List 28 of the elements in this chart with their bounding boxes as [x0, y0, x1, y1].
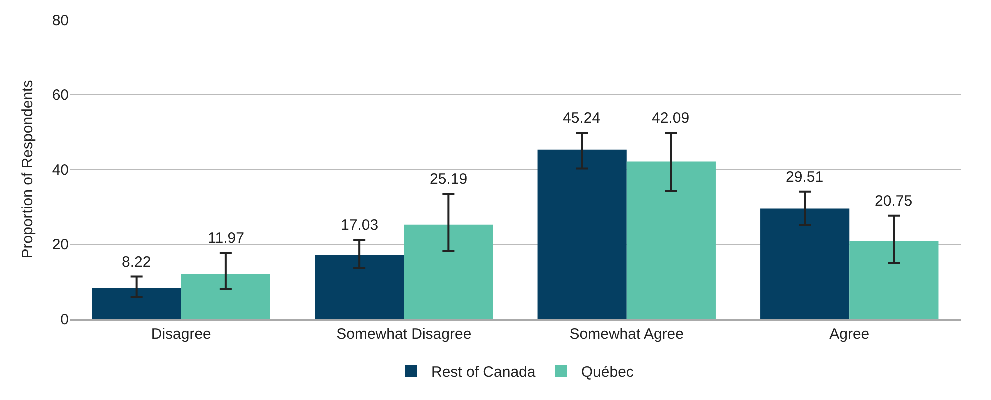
x-tick-label: Agree: [830, 326, 870, 343]
legend-label: Rest of Canada: [432, 364, 536, 381]
bar: [538, 150, 627, 319]
data-label: 11.97: [208, 230, 244, 247]
data-label: 20.75: [875, 193, 913, 210]
bar: [181, 274, 270, 319]
y-axis-title: Proportion of Respondents: [20, 80, 37, 259]
y-tick-label: 0: [60, 311, 69, 328]
data-label: 45.24: [563, 110, 601, 127]
y-tick-label: 60: [52, 87, 69, 104]
x-tick-label: Disagree: [151, 326, 212, 343]
y-tick-label: 20: [52, 236, 69, 254]
data-label: 25.19: [430, 171, 468, 188]
bar: [404, 224, 494, 319]
y-tick-label: 80: [52, 12, 69, 30]
bar: [315, 255, 404, 319]
bar: [92, 288, 182, 319]
bar: [760, 208, 850, 319]
y-tick-label: 40: [52, 162, 69, 179]
data-label: 17.03: [341, 217, 379, 234]
bar: [850, 241, 939, 319]
bar: [626, 162, 716, 319]
data-label: 8.22: [122, 254, 152, 271]
data-label: 42.09: [652, 110, 690, 127]
x-tick-label: Somewhat Agree: [570, 326, 684, 343]
data-label: 29.51: [786, 169, 824, 186]
legend-label: Québec: [581, 364, 634, 381]
x-tick-label: Somewhat Disagree: [336, 326, 472, 343]
